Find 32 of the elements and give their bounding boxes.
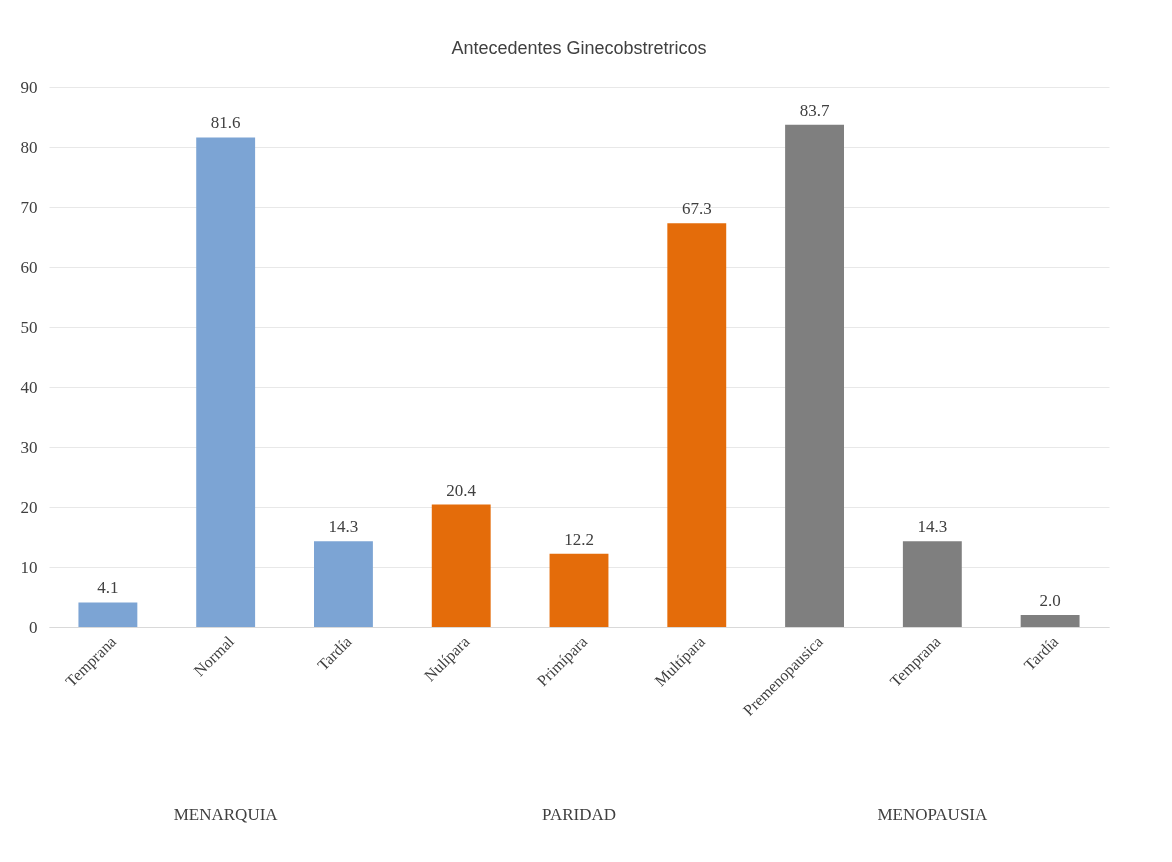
- text: MENOPAUSIA: [877, 805, 988, 824]
- text: MENARQUIA: [173, 805, 279, 824]
- bar: [549, 553, 609, 627]
- y-tick-label: 40: [20, 377, 38, 397]
- bar: [785, 124, 844, 627]
- y-tick-label: 30: [20, 437, 38, 457]
- data-label: 14.3: [917, 517, 948, 537]
- y-tick-label: 60: [20, 257, 38, 277]
- bar: [667, 223, 727, 627]
- bar: [196, 137, 256, 627]
- y-tick-label: 90: [20, 77, 38, 97]
- data-label: 81.6: [210, 113, 241, 133]
- bar: [431, 504, 491, 627]
- bar: [1020, 615, 1080, 627]
- y-tick-label: 20: [20, 497, 38, 517]
- bar: [902, 541, 962, 627]
- data-label: 4.1: [97, 578, 119, 598]
- y-tick-label: 80: [20, 137, 38, 157]
- y-tick-label: 70: [20, 197, 38, 217]
- data-label: 12.2: [564, 529, 594, 549]
- y-tick-label: 10: [20, 557, 38, 577]
- y-tick-label: 0: [29, 617, 38, 637]
- data-label: 14.3: [328, 517, 359, 537]
- bar: [314, 541, 373, 627]
- data-label: 83.7: [799, 100, 830, 120]
- chart-title: Antecedentes Ginecobstretricos: [451, 38, 707, 58]
- data-label: 67.3: [681, 199, 712, 219]
- y-tick-label: 50: [20, 317, 38, 337]
- data-label: 20.4: [446, 480, 477, 500]
- data-label: 2.0: [1039, 591, 1061, 610]
- text: PARIDAD: [541, 805, 617, 824]
- bar: [78, 602, 138, 627]
